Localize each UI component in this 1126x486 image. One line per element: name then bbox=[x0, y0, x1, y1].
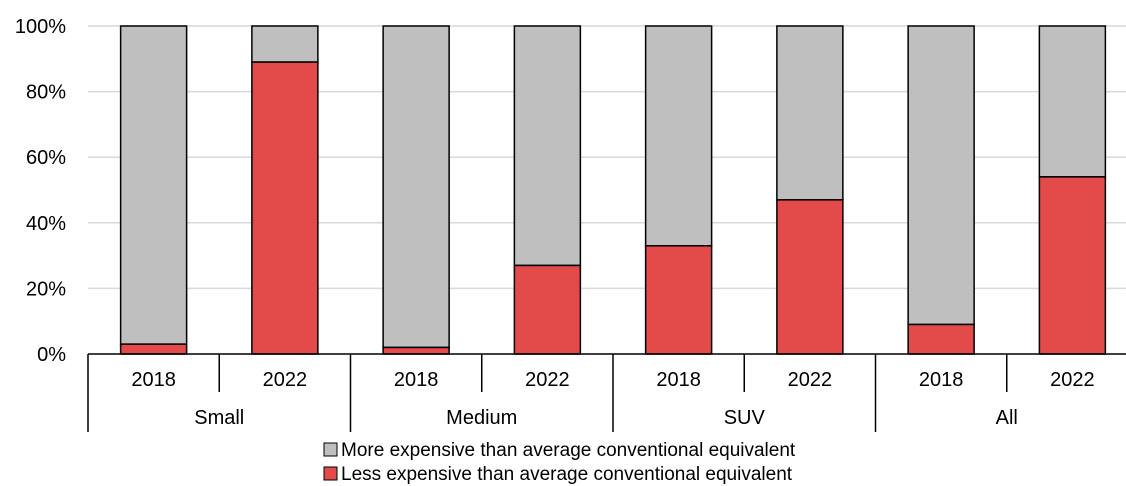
y-axis-ticks: 0% 20% 40% 60% 80% 100% bbox=[15, 16, 66, 366]
bar-segment-more-expensive bbox=[644, 25, 713, 247]
x-group-label: SUV bbox=[724, 407, 766, 429]
y-tick-label: 0% bbox=[37, 344, 66, 366]
legend: More expensive than average conventional… bbox=[323, 440, 796, 485]
x-group-label: All bbox=[996, 407, 1018, 429]
bars bbox=[119, 25, 1107, 355]
bar-segment-more-expensive bbox=[907, 25, 975, 326]
x-group-label: Medium bbox=[446, 407, 517, 429]
y-tick-label: 40% bbox=[26, 213, 66, 235]
x-category-label: 2022 bbox=[263, 369, 308, 391]
bar-segment-less-expensive bbox=[513, 264, 582, 355]
bar-segment-less-expensive bbox=[776, 199, 844, 355]
bar-segment-less-expensive bbox=[644, 245, 713, 355]
y-tick-label: 20% bbox=[26, 278, 66, 300]
bar-segment-less-expensive bbox=[119, 343, 188, 355]
bar-segment-more-expensive bbox=[776, 25, 844, 201]
x-category-label: 2018 bbox=[656, 369, 701, 391]
legend-label: More expensive than average conventional… bbox=[341, 440, 796, 461]
bar-segment-more-expensive bbox=[119, 25, 188, 345]
x-category-label: 2018 bbox=[131, 369, 176, 391]
x-group-label: Small bbox=[194, 407, 244, 429]
x-category-label: 2022 bbox=[788, 369, 833, 391]
x-category-label: 2022 bbox=[1050, 369, 1095, 391]
bar-segment-more-expensive bbox=[382, 25, 450, 349]
x-axis: 2018 2022 2018 2022 2018 2022 2018 2022 Small Med… bbox=[87, 353, 1126, 432]
bar-segment-more-expensive bbox=[1038, 25, 1107, 178]
bar-segment-less-expensive bbox=[382, 346, 450, 355]
x-category-label: 2018 bbox=[394, 369, 439, 391]
x-category-label: 2022 bbox=[525, 369, 570, 391]
y-tick-label: 60% bbox=[26, 147, 66, 169]
bar-segment-less-expensive bbox=[907, 323, 975, 355]
x-category-label: 2018 bbox=[919, 369, 964, 391]
bar-segment-more-expensive bbox=[513, 25, 582, 267]
bar-segment-less-expensive bbox=[251, 61, 319, 355]
y-tick-label: 80% bbox=[26, 82, 66, 104]
legend-swatch bbox=[323, 466, 338, 481]
bar-segment-more-expensive bbox=[251, 25, 319, 63]
legend-label: Less expensive than average conventional… bbox=[341, 464, 793, 485]
y-tick-label: 100% bbox=[15, 16, 66, 38]
bar-segment-less-expensive bbox=[1038, 176, 1107, 355]
legend-swatch bbox=[323, 442, 338, 457]
